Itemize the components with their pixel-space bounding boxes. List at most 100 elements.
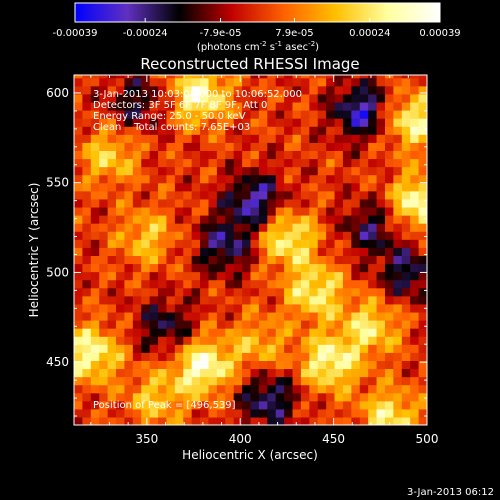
heatmap-cell: [326, 344, 336, 353]
heatmap-cell: [368, 101, 378, 111]
heatmap-cell: [166, 101, 176, 111]
heatmap-cell: [351, 174, 361, 184]
heatmap-cell: [174, 376, 184, 386]
heatmap-cell: [267, 368, 277, 378]
heatmap-cell: [158, 75, 168, 79]
heatmap-cell: [107, 263, 117, 273]
heatmap-cell: [418, 101, 427, 111]
heatmap-cell: [359, 142, 369, 151]
heatmap-cell: [141, 360, 151, 370]
heatmap-cell: [284, 360, 294, 370]
heatmap-cell: [191, 408, 201, 418]
heatmap-cell: [384, 263, 394, 273]
heatmap-cell: [82, 392, 92, 402]
heatmap-cell: [216, 110, 226, 119]
heatmap-cell: [242, 328, 252, 337]
heatmap-cell: [342, 271, 352, 281]
heatmap-cell: [342, 215, 352, 224]
heatmap-cell: [116, 101, 126, 111]
heatmap-cell: [401, 263, 411, 273]
heatmap-cell: [225, 134, 235, 143]
heatmap-cell: [359, 75, 369, 79]
heatmap-cell: [275, 295, 285, 305]
heatmap-cell: [317, 320, 327, 329]
heatmap-cell: [74, 215, 83, 224]
heatmap-cell: [267, 150, 277, 160]
y-axis-label: Heliocentric Y (arcsec): [27, 183, 41, 318]
heatmap-cell: [410, 158, 420, 168]
heatmap-cell: [342, 239, 352, 248]
heatmap-cell: [74, 344, 83, 353]
heatmap-cell: [317, 247, 327, 256]
heatmap-cell: [99, 158, 109, 168]
heatmap-cell: [300, 376, 310, 386]
colorbar-tick-label: 0.00024: [349, 28, 390, 39]
heatmap-cell: [90, 77, 100, 87]
heatmap-cell: [334, 134, 344, 143]
heatmap-cell: [82, 247, 92, 256]
heatmap-cell: [82, 223, 92, 232]
heatmap-cell: [267, 263, 277, 273]
heatmap-cell: [384, 384, 394, 394]
heatmap-cell: [359, 400, 369, 410]
heatmap-cell: [149, 101, 159, 111]
heatmap-cell: [149, 182, 159, 192]
heatmap-cell: [216, 400, 226, 410]
heatmap-cell: [216, 279, 226, 289]
heatmap-cell: [141, 376, 151, 386]
heatmap-cell: [200, 158, 210, 168]
heatmap-cell: [258, 110, 268, 119]
heatmap-cell: [342, 392, 352, 402]
heatmap-cell: [300, 85, 310, 95]
heatmap-cell: [267, 320, 277, 329]
heatmap-cell: [141, 231, 151, 240]
heatmap-cell: [326, 142, 336, 151]
heatmap-cell: [351, 182, 361, 192]
heatmap-cell: [74, 384, 83, 394]
heatmap-cell: [275, 344, 285, 353]
heatmap-cell: [275, 85, 285, 95]
heatmap-cell: [284, 279, 294, 289]
heatmap-cell: [183, 93, 193, 103]
heatmap-cell: [309, 247, 319, 256]
heatmap-cell: [418, 360, 427, 370]
heatmap-cell: [334, 101, 344, 111]
heatmap-cell: [410, 206, 420, 216]
heatmap-cell: [149, 376, 159, 386]
heatmap-cell: [401, 295, 411, 305]
heatmap-cell: [317, 150, 327, 160]
heatmap-cell: [326, 279, 336, 289]
heatmap-cell: [326, 223, 336, 232]
heatmap-cell: [158, 174, 168, 184]
heatmap-cell: [250, 328, 260, 337]
heatmap-cell: [200, 174, 210, 184]
heatmap-cell: [82, 336, 92, 345]
heatmap-cell: [410, 287, 420, 297]
heatmap-cell: [292, 360, 302, 370]
heatmap-cell: [208, 93, 218, 103]
heatmap-cell: [267, 247, 277, 256]
heatmap-cell: [216, 287, 226, 297]
heatmap-cell: [107, 352, 117, 361]
heatmap-cell: [191, 303, 201, 313]
heatmap-cell: [267, 101, 277, 111]
heatmap-cell: [191, 279, 201, 289]
heatmap-cell: [158, 215, 168, 224]
heatmap-cell: [267, 239, 277, 248]
heatmap-cell: [267, 287, 277, 297]
heatmap-cell: [208, 328, 218, 337]
heatmap-cell: [124, 231, 134, 240]
heatmap-cell: [124, 271, 134, 281]
heatmap-cell: [258, 360, 268, 370]
heatmap-cell: [393, 328, 403, 337]
heatmap-cell: [158, 182, 168, 192]
heatmap-cell: [292, 247, 302, 256]
heatmap-cell: [334, 303, 344, 313]
heatmap-cell: [191, 77, 201, 87]
heatmap-cell: [410, 320, 420, 329]
heatmap-cell: [200, 231, 210, 240]
heatmap-cell: [124, 206, 134, 216]
heatmap-cell: [359, 198, 369, 208]
heatmap-cell: [166, 215, 176, 224]
heatmap-cell: [300, 118, 310, 127]
